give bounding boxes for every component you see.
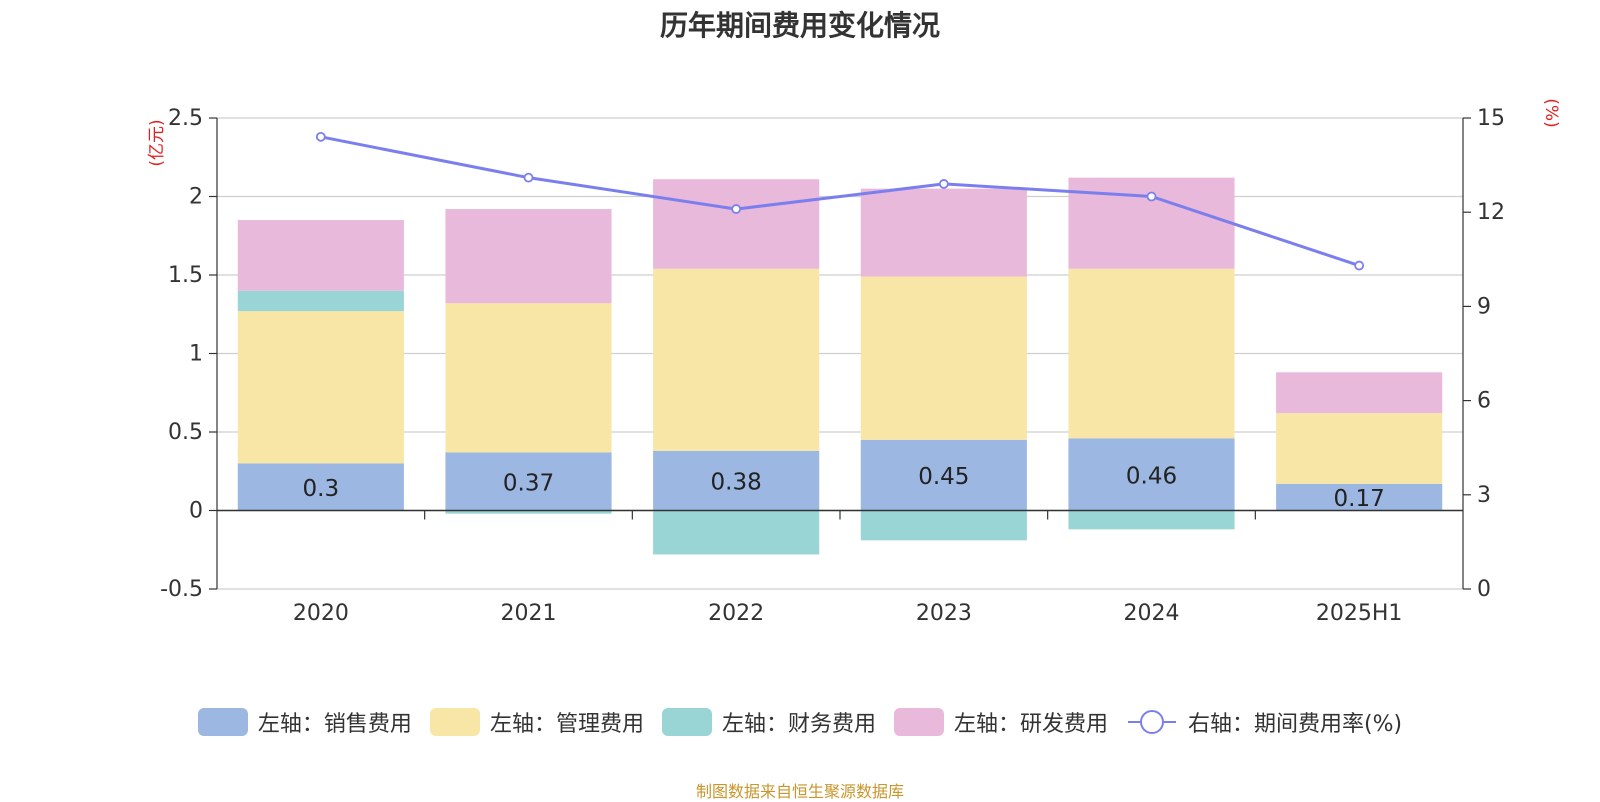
bar-rnd-2024 <box>1068 177 1235 269</box>
bar-admin-2021 <box>445 303 612 453</box>
left-axis-tick-label: 1 <box>189 342 203 367</box>
legend-item-finance[interactable]: 左轴：财务费用 <box>661 706 876 738</box>
left-axis-tick-label: -0.5 <box>160 577 203 602</box>
sales-data-label: 0.17 <box>1334 486 1385 512</box>
x-axis-category-label: 2025H1 <box>1316 601 1403 626</box>
bar-rnd-2020 <box>237 220 404 291</box>
right-axis-tick-label: 15 <box>1477 106 1505 131</box>
legend-swatch-rnd <box>893 708 944 736</box>
legend-item-sales[interactable]: 左轴：销售费用 <box>197 706 412 738</box>
rate-point-2021 <box>523 172 534 183</box>
sales-data-label: 0.3 <box>303 476 340 502</box>
rate-line <box>320 135 1360 268</box>
right-axis-tick-label: 3 <box>1477 483 1491 508</box>
legend-swatch-admin <box>429 708 480 736</box>
rate-point-2024 <box>1146 191 1157 202</box>
bar-rnd-2025H1 <box>1276 372 1443 414</box>
bar-finance-2022 <box>653 510 820 555</box>
left-axis-tick-label: 0.5 <box>168 420 203 445</box>
legend-swatch-sales <box>197 708 248 736</box>
left-axis-tick-label: 0 <box>189 499 203 524</box>
sales-data-label: 0.45 <box>918 464 969 490</box>
bar-sales-2024 <box>1068 438 1235 511</box>
right-axis-unit-label: (%) <box>1541 98 1561 127</box>
legend-item-rnd[interactable]: 左轴：研发费用 <box>893 706 1108 738</box>
x-axis-category-label: 2024 <box>1124 601 1180 626</box>
x-axis-category-label: 2022 <box>708 601 764 626</box>
legend-label-sales: 左轴：销售费用 <box>257 712 412 737</box>
left-axis-tick-label: 2.5 <box>168 106 203 131</box>
left-axis-tick-label: 1.5 <box>168 263 203 288</box>
sales-data-label: 0.46 <box>1126 463 1177 489</box>
x-axis-category-label: 2023 <box>916 601 972 626</box>
sales-data-label: 0.38 <box>711 470 762 496</box>
chart-title: 历年期间费用变化情况 <box>659 9 940 42</box>
legend-label-finance: 左轴：财务费用 <box>721 712 876 737</box>
right-axis-tick-label: 9 <box>1477 294 1491 319</box>
bar-finance-2023 <box>860 510 1027 541</box>
source-footer: 制图数据来自恒生聚源数据库 <box>695 782 904 801</box>
legend-line-marker-icon <box>1127 710 1176 734</box>
bar-sales-2023 <box>860 439 1027 511</box>
bar-sales-2022 <box>653 450 820 511</box>
bar-finance-2020 <box>237 290 404 312</box>
bar-finance-2021 <box>445 510 612 514</box>
bar-rnd-2023 <box>860 188 1027 277</box>
bar-admin-2024 <box>1068 268 1235 439</box>
bar-sales-2021 <box>445 452 612 511</box>
x-axis-category-label: 2020 <box>293 601 349 626</box>
rate-point-2025H1 <box>1354 260 1365 271</box>
right-axis-tick-label: 12 <box>1477 200 1505 225</box>
x-axis-category-label: 2021 <box>501 601 557 626</box>
legend-label-rate: 右轴：期间费用率(%) <box>1187 712 1403 737</box>
bar-finance-2024 <box>1068 510 1235 530</box>
legend-label-rnd: 左轴：研发费用 <box>953 712 1108 737</box>
rate-point-2020 <box>315 131 326 142</box>
legend-item-rate[interactable]: 右轴：期间费用率(%) <box>1126 706 1402 738</box>
legend-swatch-finance <box>661 708 712 736</box>
bar-rnd-2022 <box>653 179 820 269</box>
bar-sales-2020 <box>237 463 404 511</box>
right-axis-tick-label: 6 <box>1477 389 1491 414</box>
legend-item-admin[interactable]: 左轴：管理费用 <box>429 706 644 738</box>
left-axis-tick-label: 2 <box>189 185 203 210</box>
bar-admin-2020 <box>237 311 404 464</box>
rate-point-2022 <box>731 204 742 214</box>
bar-admin-2023 <box>860 276 1027 440</box>
chart-legend: 左轴：销售费用 左轴：管理费用 左轴：财务费用 左轴：研发费用 右轴：期间费用率… <box>0 706 1600 738</box>
left-axis-unit-label: (亿元) <box>147 119 167 166</box>
legend-label-admin: 左轴：管理费用 <box>489 712 644 737</box>
bar-rnd-2021 <box>445 209 612 304</box>
bar-sales-2025H1 <box>1276 483 1443 511</box>
right-axis-tick-label: 0 <box>1477 577 1491 602</box>
bar-admin-2022 <box>653 268 820 451</box>
sales-data-label: 0.37 <box>503 470 554 496</box>
rate-point-2023 <box>938 179 949 189</box>
bar-admin-2025H1 <box>1276 413 1443 484</box>
